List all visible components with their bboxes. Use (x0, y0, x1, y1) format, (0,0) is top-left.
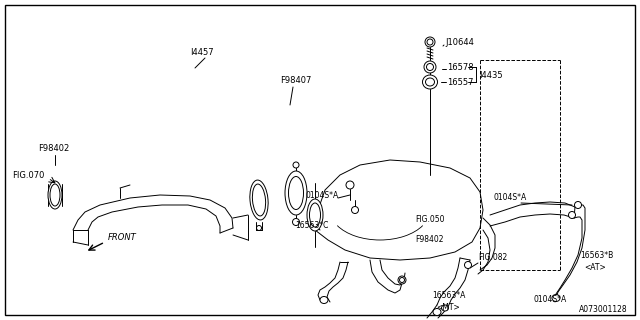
Text: 0104S*A: 0104S*A (493, 194, 526, 203)
Text: F98402: F98402 (415, 236, 444, 244)
Ellipse shape (346, 181, 354, 189)
Ellipse shape (552, 294, 560, 301)
Text: J10644: J10644 (445, 37, 474, 46)
Text: I4457: I4457 (190, 47, 214, 57)
Text: <MT>: <MT> (436, 303, 460, 313)
Ellipse shape (426, 78, 435, 86)
Ellipse shape (575, 202, 582, 209)
Ellipse shape (424, 61, 436, 73)
Text: I4435: I4435 (479, 70, 502, 79)
Ellipse shape (292, 219, 300, 226)
Text: 16557: 16557 (447, 77, 474, 86)
Ellipse shape (399, 277, 404, 283)
Ellipse shape (293, 162, 299, 168)
Ellipse shape (442, 305, 449, 311)
Text: 16563*B: 16563*B (580, 251, 613, 260)
Text: FIG.050: FIG.050 (415, 215, 445, 225)
Text: 16563*A: 16563*A (432, 291, 465, 300)
Ellipse shape (426, 63, 433, 70)
Ellipse shape (427, 39, 433, 45)
Text: <AT>: <AT> (584, 263, 605, 273)
Ellipse shape (252, 184, 266, 216)
Ellipse shape (310, 203, 321, 227)
Text: F98402: F98402 (38, 143, 69, 153)
Text: FIG.082: FIG.082 (478, 253, 508, 262)
Text: 16578: 16578 (447, 62, 474, 71)
Text: F98407: F98407 (280, 76, 312, 84)
Text: 16563*C: 16563*C (295, 220, 328, 229)
Text: 0104S*A: 0104S*A (534, 295, 567, 305)
Ellipse shape (285, 171, 307, 215)
Ellipse shape (351, 206, 358, 213)
Text: FRONT: FRONT (108, 234, 137, 243)
Ellipse shape (289, 177, 303, 210)
Ellipse shape (433, 308, 441, 316)
Text: 0104S*A: 0104S*A (305, 190, 339, 199)
Ellipse shape (422, 75, 438, 89)
Ellipse shape (48, 181, 62, 209)
Ellipse shape (250, 180, 268, 220)
Ellipse shape (398, 276, 406, 284)
Text: FIG.070: FIG.070 (12, 171, 44, 180)
Ellipse shape (465, 261, 472, 268)
Ellipse shape (307, 199, 323, 231)
Ellipse shape (568, 212, 575, 219)
Ellipse shape (50, 184, 60, 206)
Ellipse shape (320, 297, 328, 303)
Text: A073001128: A073001128 (579, 306, 628, 315)
Ellipse shape (425, 37, 435, 47)
